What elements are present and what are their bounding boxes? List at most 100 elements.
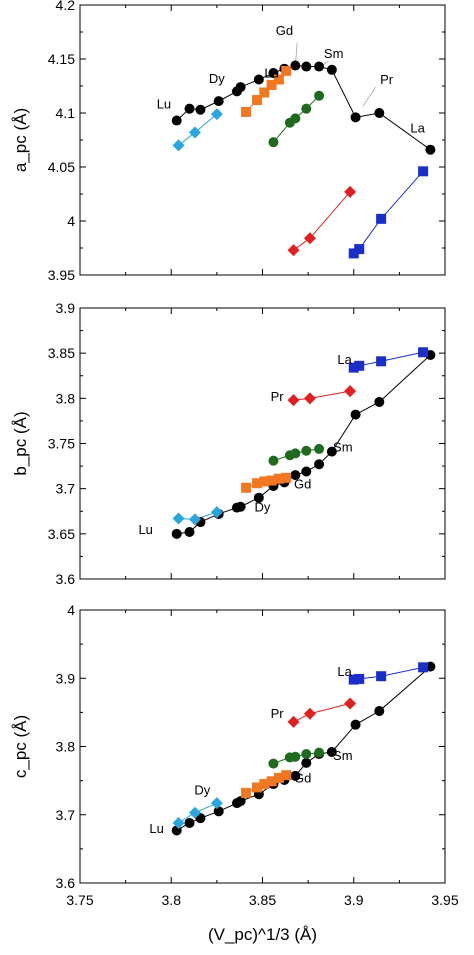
data-point bbox=[314, 747, 325, 758]
element-annotation: Gd bbox=[294, 771, 311, 786]
data-point bbox=[281, 65, 292, 76]
y-tick-label: 3.9 bbox=[56, 300, 76, 316]
element-annotation: Lu bbox=[264, 65, 278, 80]
data-point bbox=[188, 126, 201, 139]
data-point bbox=[172, 139, 185, 152]
data-point bbox=[210, 797, 223, 810]
x-tick-label: 3.75 bbox=[66, 892, 93, 908]
x-axis-label: (V_pc)^1/3 (Å) bbox=[208, 925, 317, 944]
y-tick-label: 3.75 bbox=[48, 436, 75, 452]
data-point bbox=[425, 144, 436, 155]
data-point bbox=[348, 248, 359, 259]
data-point bbox=[314, 459, 325, 470]
data-point bbox=[171, 115, 182, 126]
data-point bbox=[259, 779, 270, 790]
data-point bbox=[253, 74, 264, 85]
data-point bbox=[314, 61, 325, 72]
data-point bbox=[235, 82, 246, 93]
data-point bbox=[290, 60, 301, 71]
data-point bbox=[241, 106, 252, 117]
data-point bbox=[252, 782, 263, 793]
data-point bbox=[290, 448, 301, 459]
x-tick-label: 3.85 bbox=[249, 892, 276, 908]
data-point bbox=[241, 787, 252, 798]
element-annotation: Dy bbox=[255, 499, 271, 514]
series-line bbox=[176, 64, 431, 151]
data-point bbox=[213, 96, 224, 107]
data-point bbox=[287, 244, 300, 257]
element-annotation: La bbox=[337, 352, 352, 367]
data-point bbox=[354, 673, 365, 684]
panel-a: 3.95 4 4.05 4.1 4.15 4.2 a_pc (Å) Lu Dy Lu Gd Sm Pr L… bbox=[11, 0, 446, 283]
data-point bbox=[252, 478, 263, 489]
data-point bbox=[252, 95, 263, 106]
data-point bbox=[344, 697, 357, 710]
data-point bbox=[303, 392, 316, 405]
data-point bbox=[303, 707, 316, 720]
data-point bbox=[418, 347, 429, 358]
y-tick-label: 3.9 bbox=[56, 670, 76, 686]
x-tick-label: 3.95 bbox=[431, 892, 458, 908]
element-annotation: La bbox=[337, 664, 352, 679]
data-point bbox=[290, 113, 301, 124]
data-point bbox=[374, 396, 385, 407]
element-annotation: Pr bbox=[380, 72, 394, 87]
data-point bbox=[266, 79, 277, 90]
data-point bbox=[273, 74, 284, 85]
y-axis-label-a: a_pc (Å) bbox=[11, 108, 30, 172]
data-point bbox=[281, 472, 292, 483]
element-annotation: Gd bbox=[276, 23, 293, 38]
element-annotation: La bbox=[410, 120, 425, 135]
data-point bbox=[326, 746, 337, 757]
y-tick-label: 4 bbox=[67, 602, 75, 618]
element-annotation: Dy bbox=[194, 782, 210, 797]
element-annotation: Dy bbox=[209, 71, 225, 86]
data-point bbox=[301, 103, 312, 114]
data-point bbox=[188, 513, 201, 526]
element-annotation: Sm bbox=[333, 440, 353, 455]
data-point bbox=[172, 512, 185, 525]
data-point bbox=[344, 385, 357, 398]
x-tick-label: 3.9 bbox=[344, 892, 364, 908]
data-point bbox=[350, 112, 361, 123]
panels: 3.95 4 4.05 4.1 4.15 4.2 a_pc (Å) Lu Dy Lu Gd Sm Pr L… bbox=[11, 0, 459, 908]
data-point bbox=[290, 470, 301, 481]
series-line bbox=[176, 354, 431, 535]
y-tick-label: 3.8 bbox=[56, 739, 76, 755]
element-annotation: Lu bbox=[138, 522, 152, 537]
y-tick-label: 3.6 bbox=[56, 571, 76, 587]
data-point bbox=[241, 482, 252, 493]
data-point bbox=[350, 409, 361, 420]
data-point bbox=[374, 108, 385, 118]
element-annotation: Lu bbox=[157, 97, 171, 112]
data-point bbox=[354, 244, 365, 255]
series-line bbox=[293, 703, 351, 723]
data-point bbox=[301, 445, 312, 456]
data-point bbox=[348, 362, 359, 373]
data-point bbox=[259, 87, 270, 98]
data-point bbox=[268, 137, 279, 148]
data-point bbox=[344, 185, 357, 198]
y-tick-label: 3.85 bbox=[48, 345, 75, 361]
x-tick-label: 3.8 bbox=[162, 892, 182, 908]
data-point bbox=[326, 446, 337, 457]
element-annotation: Pr bbox=[271, 389, 285, 404]
data-point bbox=[273, 473, 284, 484]
data-point bbox=[290, 751, 301, 762]
data-point bbox=[184, 527, 195, 538]
plot-frame bbox=[79, 307, 446, 580]
data-point bbox=[301, 749, 312, 760]
data-point bbox=[171, 528, 182, 539]
data-point bbox=[195, 104, 206, 115]
data-point bbox=[376, 356, 387, 367]
data-point bbox=[326, 64, 337, 75]
data-point bbox=[268, 455, 279, 466]
data-point bbox=[348, 674, 359, 685]
y-axis-label-c: c_pc (Å) bbox=[11, 715, 30, 778]
data-point bbox=[290, 770, 301, 781]
data-point bbox=[210, 108, 223, 121]
plot-frame bbox=[79, 609, 446, 884]
y-tick-label: 4.15 bbox=[48, 51, 75, 67]
y-tick-label: 3.7 bbox=[56, 807, 76, 823]
y-tick-label: 3.6 bbox=[56, 875, 76, 891]
